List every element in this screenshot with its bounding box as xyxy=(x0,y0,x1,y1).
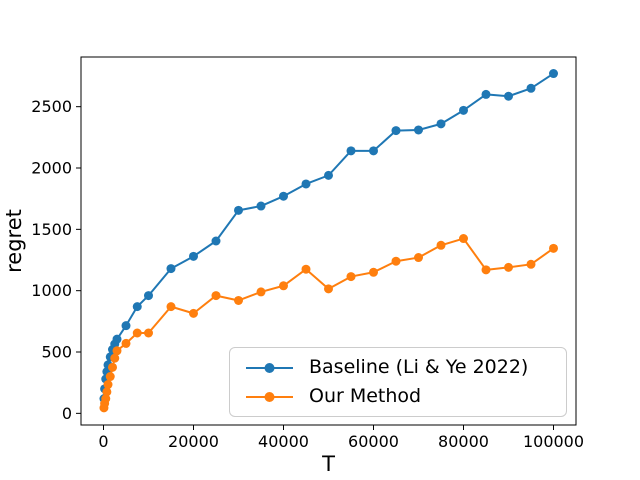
y-tick-label: 2000 xyxy=(31,159,72,178)
legend: Baseline (Li & Ye 2022) Our Method xyxy=(229,347,567,417)
series-0-marker xyxy=(324,170,333,180)
series-1-marker xyxy=(549,243,558,253)
series-1-marker xyxy=(121,338,131,348)
x-tick-label: 60000 xyxy=(348,432,399,451)
x-tick-label: 100000 xyxy=(523,432,584,451)
series-1-marker xyxy=(234,295,243,305)
series-1-marker xyxy=(391,256,401,266)
series-1-marker xyxy=(189,308,198,318)
series-1-marker xyxy=(105,372,115,382)
series-0-marker xyxy=(189,251,198,261)
legend-label-baseline: Baseline (Li & Ye 2022) xyxy=(309,356,529,378)
x-tick-label: 80000 xyxy=(438,432,489,451)
series-1-marker xyxy=(144,328,153,338)
series-0-marker xyxy=(301,179,311,189)
series-1-marker xyxy=(346,272,356,282)
x-tick-label: 0 xyxy=(98,432,108,451)
series-1-marker xyxy=(108,362,117,372)
series-0-marker xyxy=(144,291,153,301)
series-0-marker xyxy=(346,146,356,156)
y-tick-label: 1500 xyxy=(31,220,72,239)
series-1-marker xyxy=(256,287,266,297)
series-1-marker xyxy=(459,234,468,244)
x-axis-label: T xyxy=(321,452,335,476)
series-1-marker xyxy=(481,265,491,275)
series-0-marker xyxy=(549,69,558,79)
legend-item-baseline: Baseline (Li & Ye 2022) xyxy=(238,358,558,377)
series-0-marker xyxy=(166,264,176,274)
legend-item-our-method: Our Method xyxy=(238,387,558,406)
series-0-marker xyxy=(132,302,142,312)
x-tick-label: 20000 xyxy=(168,432,219,451)
series-1-marker xyxy=(101,394,111,404)
series-1-marker xyxy=(166,302,176,312)
series-1-marker xyxy=(279,281,288,291)
series-0-marker xyxy=(279,191,288,201)
series-1-marker xyxy=(414,253,423,263)
series-1-marker xyxy=(526,259,536,269)
series-1-marker xyxy=(211,291,221,301)
series-0-marker xyxy=(369,146,378,156)
legend-handle-our-method-icon xyxy=(246,391,293,402)
series-0-marker xyxy=(391,126,401,136)
x-tick-label: 40000 xyxy=(258,432,309,451)
series-1-marker xyxy=(301,264,311,274)
series-0-marker xyxy=(526,83,536,93)
series-1-marker xyxy=(504,262,513,272)
series-0-marker xyxy=(414,125,423,135)
series-1-marker xyxy=(102,387,112,397)
series-0-marker xyxy=(436,119,446,129)
series-0-marker xyxy=(504,91,513,101)
legend-label-our-method: Our Method xyxy=(309,385,422,407)
y-tick-label: 1000 xyxy=(31,281,72,300)
series-1-marker xyxy=(132,328,142,338)
series-0-marker xyxy=(234,205,243,215)
series-1-marker xyxy=(112,346,122,356)
series-1-marker xyxy=(324,284,333,294)
y-tick-label: 0 xyxy=(62,404,72,423)
y-tick-label: 2500 xyxy=(31,97,72,116)
series-0-marker xyxy=(481,89,491,99)
series-0-marker xyxy=(121,321,131,331)
y-axis-label: regret xyxy=(2,209,26,273)
y-tick-label: 500 xyxy=(41,343,72,362)
axes-frame xyxy=(80,56,577,426)
series-1-marker xyxy=(103,380,113,390)
series-0-marker xyxy=(211,236,221,246)
series-1-marker xyxy=(369,267,378,277)
series-0-marker xyxy=(112,334,122,344)
series-1-marker xyxy=(436,240,446,250)
series-0-marker xyxy=(256,201,266,211)
legend-handle-baseline-icon xyxy=(246,362,293,373)
series-0-marker xyxy=(459,105,468,115)
series-1-marker xyxy=(110,353,120,363)
